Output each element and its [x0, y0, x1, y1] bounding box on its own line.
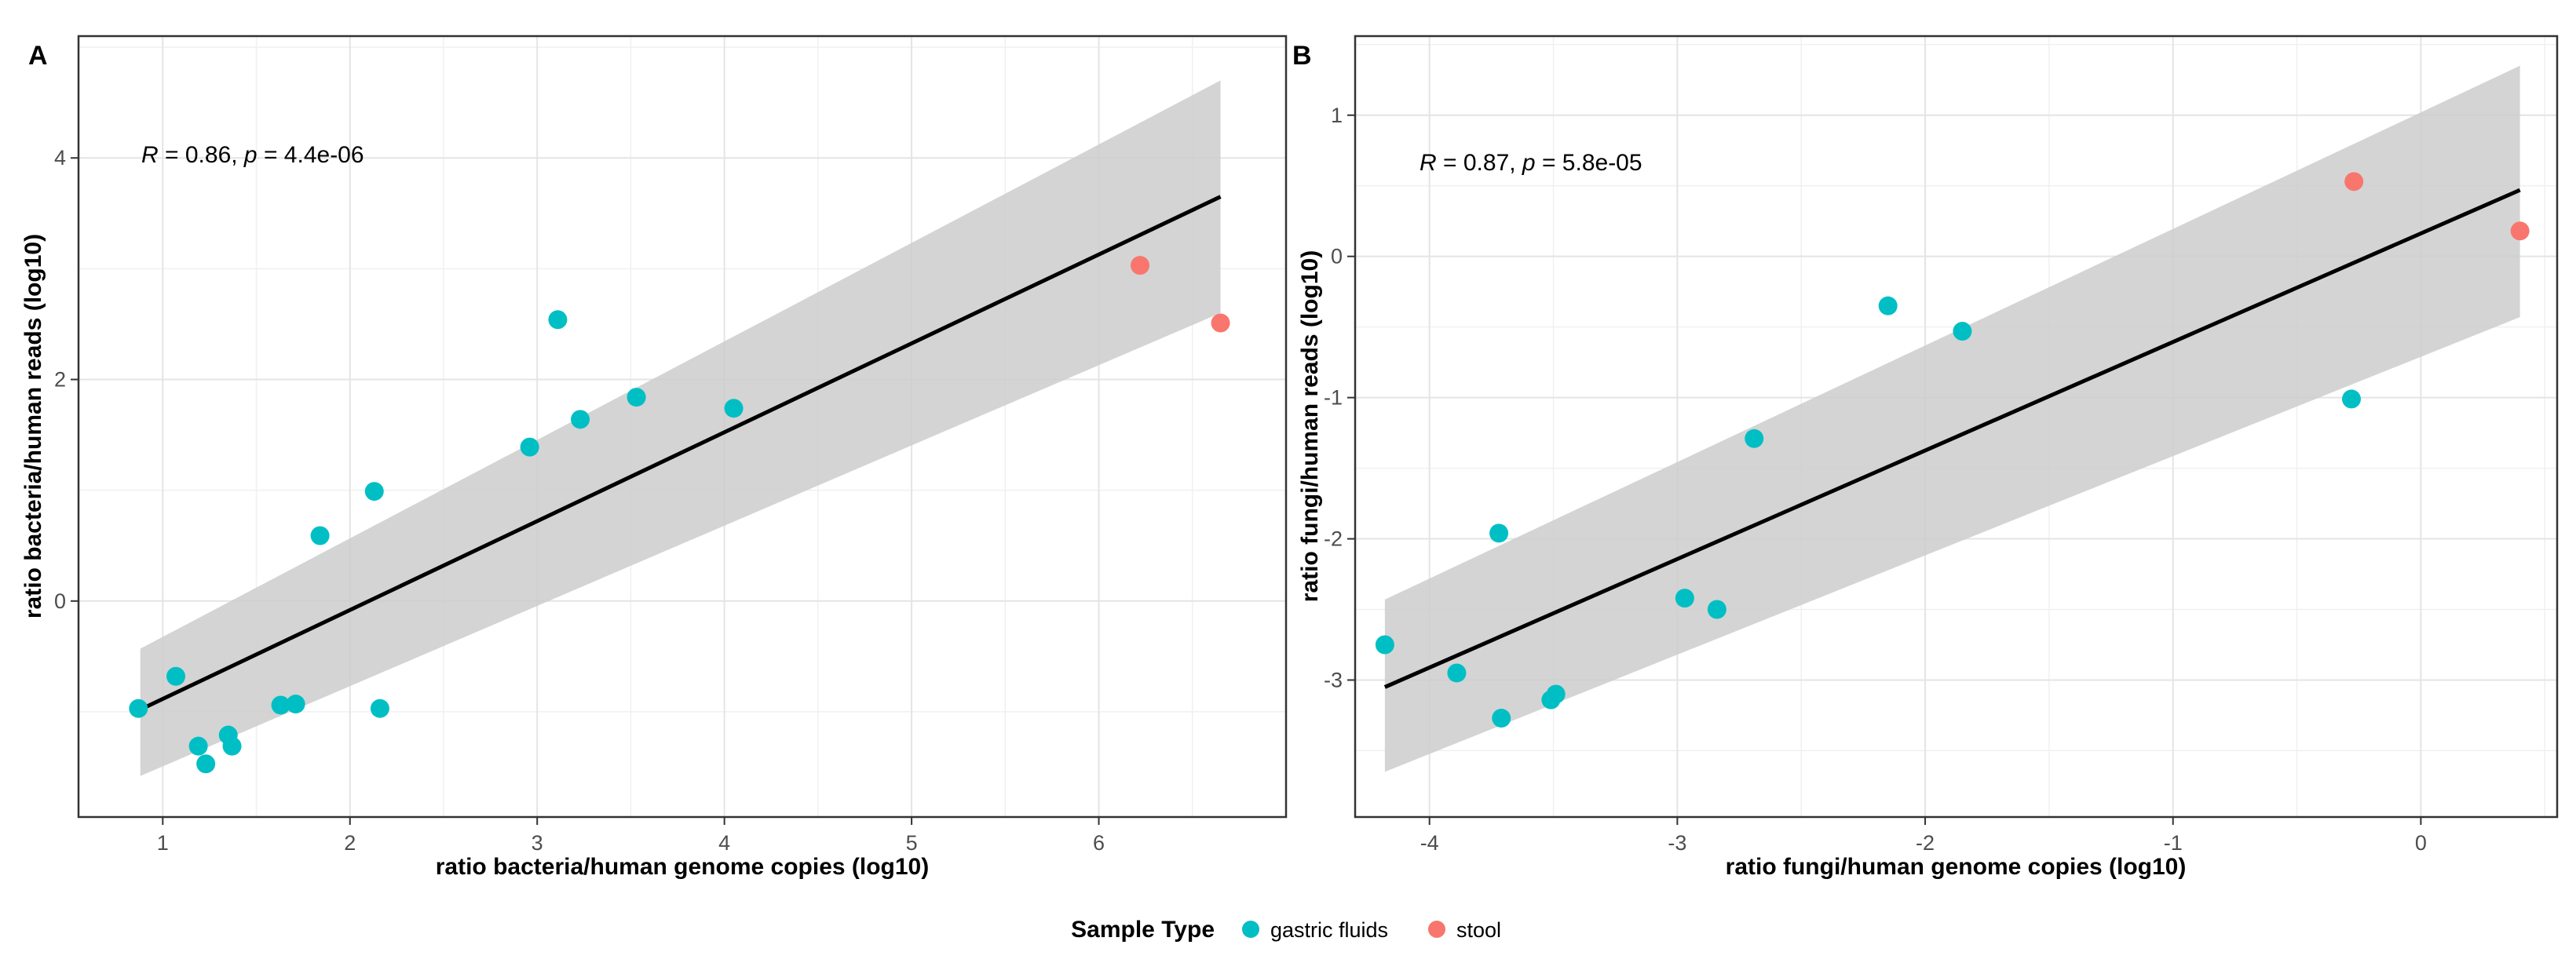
- x-tick-label: 2: [344, 831, 356, 855]
- x-tick-label: -4: [1420, 831, 1439, 855]
- annotation-p-value: = 4.4e-06: [258, 142, 364, 168]
- point-gastric-fluids: [1953, 322, 1972, 341]
- point-gastric-fluids: [166, 666, 185, 686]
- point-gastric-fluids: [2341, 389, 2361, 409]
- plot-border: [77, 35, 1288, 819]
- legend-swatch-gastric-fluids: [1242, 921, 1259, 938]
- y-tick-label: 1: [1331, 104, 1343, 127]
- annotation-p-label: p: [1522, 150, 1536, 176]
- annotation-r-value: = 0.86,: [159, 142, 244, 168]
- point-gastric-fluids: [627, 388, 646, 407]
- point-gastric-fluids: [724, 399, 744, 418]
- x-axis-label: ratio bacteria/human genome copies (log1…: [436, 854, 929, 880]
- x-tick-label: -2: [1916, 831, 1935, 855]
- point-gastric-fluids: [310, 526, 330, 545]
- annotation-stat: R = 0.86, p = 4.4e-06: [141, 142, 364, 168]
- point-gastric-fluids: [364, 482, 384, 502]
- point-gastric-fluids: [1447, 663, 1467, 683]
- point-gastric-fluids: [520, 437, 539, 457]
- annotation-r-value: = 0.87,: [1437, 150, 1522, 176]
- y-tick-label: -3: [1324, 668, 1343, 691]
- point-stool: [1131, 256, 1150, 275]
- legend-label-gastric-fluids: gastric fluids: [1270, 918, 1388, 942]
- y-tick-label: 0: [1331, 245, 1343, 268]
- annotation-r-label: R: [1420, 150, 1437, 176]
- point-gastric-fluids: [1675, 589, 1694, 608]
- y-tick-label: 0: [54, 589, 66, 613]
- confidence-band: [1384, 65, 2520, 772]
- point-gastric-fluids: [196, 754, 216, 774]
- panel-b: B -4 -3 -2 -1 0 -3 -2 -1 0 1 R = 0.87, p = 5.8e-…: [1292, 35, 2559, 880]
- point-stool: [2510, 221, 2530, 241]
- legend-swatch-stool: [1428, 921, 1445, 938]
- point-gastric-fluids: [1492, 709, 1511, 728]
- y-tick-label: -1: [1324, 386, 1343, 410]
- data-points: [1375, 172, 2530, 728]
- x-axis-label: ratio fungi/human genome copies (log10): [1726, 854, 2187, 880]
- confidence-band: [140, 80, 1221, 776]
- annotation-p-label: p: [243, 142, 258, 168]
- x-tick-label: 5: [906, 831, 918, 855]
- panel-label: A: [28, 41, 48, 71]
- point-stool: [2344, 172, 2364, 192]
- point-gastric-fluids: [1878, 296, 1898, 316]
- y-tick-label: -2: [1324, 527, 1343, 551]
- point-gastric-fluids: [1745, 429, 1764, 448]
- x-tick-label: -1: [2164, 831, 2183, 855]
- x-tick-label: 4: [718, 831, 730, 855]
- point-gastric-fluids: [548, 310, 568, 330]
- point-gastric-fluids: [188, 736, 208, 756]
- y-tick-label: 2: [54, 368, 66, 392]
- point-gastric-fluids: [571, 410, 590, 429]
- x-tick-label: -3: [1668, 831, 1686, 855]
- point-gastric-fluids: [222, 736, 242, 756]
- point-gastric-fluids: [286, 695, 305, 714]
- panel-a: A 1 2 3 4 5 6 0 2 4 R = 0.86, p = 4.4e-06 ratio…: [20, 35, 1288, 880]
- annotation-stat: R = 0.87, p = 5.8e-05: [1420, 150, 1642, 176]
- y-axis-ticks: 0 2 4: [54, 146, 79, 613]
- point-gastric-fluids: [1489, 523, 1509, 543]
- x-tick-label: 6: [1093, 831, 1105, 855]
- point-gastric-fluids: [129, 699, 148, 718]
- point-gastric-fluids: [370, 699, 389, 718]
- x-tick-label: 0: [2415, 831, 2427, 855]
- legend-label-stool: stool: [1456, 918, 1501, 942]
- x-tick-label: 3: [532, 831, 543, 855]
- panel-label: B: [1292, 41, 1312, 71]
- x-axis-ticks: 1 2 3 4 5 6: [157, 817, 1105, 855]
- annotation-r-label: R: [141, 142, 159, 168]
- point-gastric-fluids: [1546, 684, 1566, 704]
- point-gastric-fluids: [1375, 635, 1394, 655]
- annotation-p-value: = 5.8e-05: [1536, 150, 1642, 176]
- point-stool: [1211, 313, 1230, 333]
- data-points: [129, 256, 1230, 774]
- point-gastric-fluids: [271, 695, 290, 715]
- legend-title: Sample Type: [1071, 917, 1215, 943]
- y-tick-label: 4: [54, 146, 66, 170]
- y-axis-label: ratio bacteria/human reads (log10): [20, 234, 46, 618]
- y-axis-label: ratio fungi/human reads (log10): [1297, 250, 1323, 602]
- x-axis-ticks: -4 -3 -2 -1 0: [1420, 817, 2427, 855]
- legend: Sample Type gastric fluids stool: [1071, 917, 1501, 943]
- x-tick-label: 1: [157, 831, 169, 855]
- y-axis-ticks: -3 -2 -1 0 1: [1324, 104, 1355, 691]
- regression-line: [1383, 188, 2521, 689]
- regression-line: [139, 195, 1222, 712]
- point-gastric-fluids: [1707, 600, 1726, 619]
- plot-border: [1354, 35, 2559, 819]
